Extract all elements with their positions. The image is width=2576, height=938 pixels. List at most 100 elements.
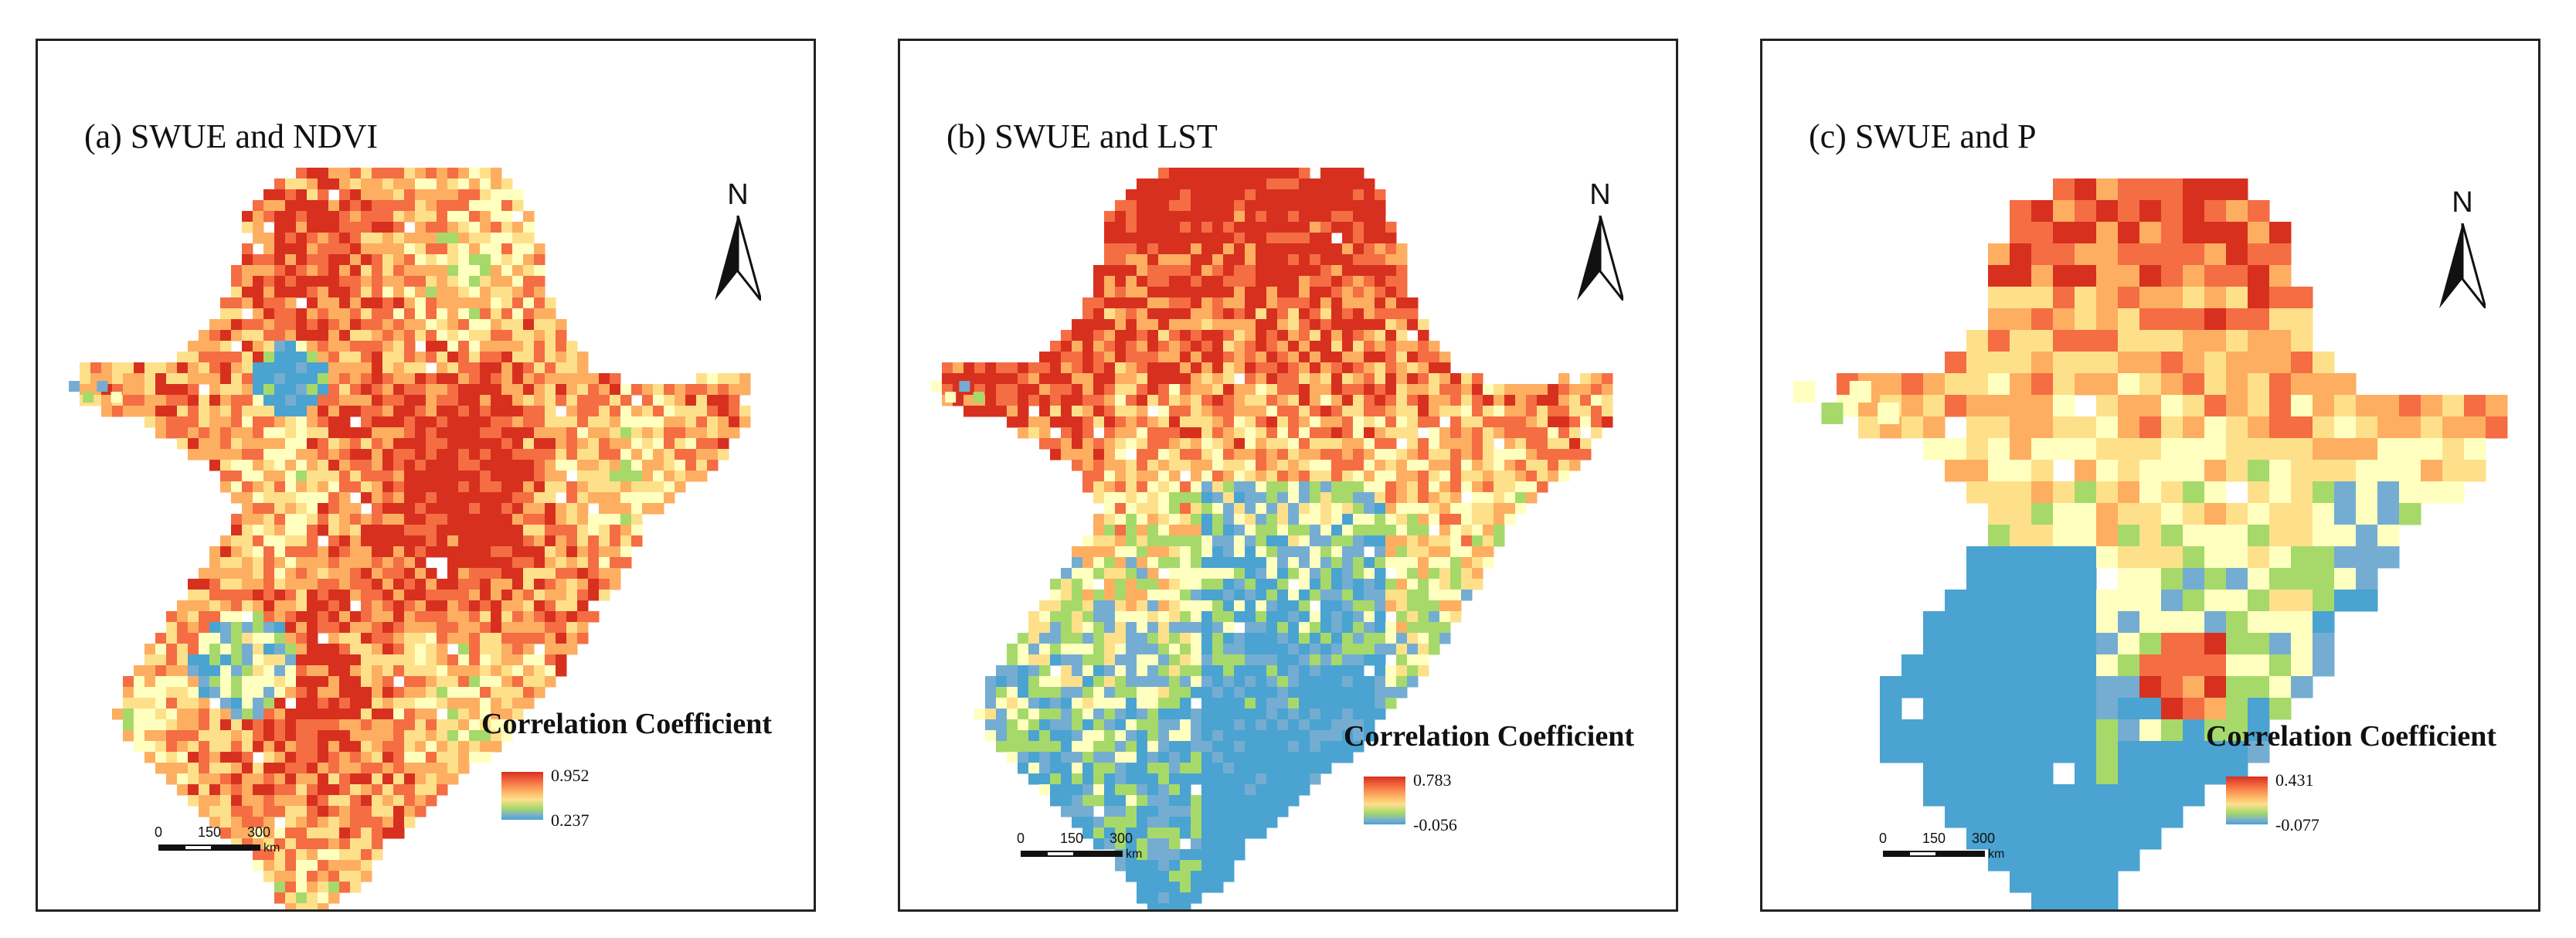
raster-cell [1061, 806, 1072, 817]
raster-cell [1429, 406, 1440, 417]
raster-cell [1082, 600, 1094, 612]
raster-cell [1353, 330, 1364, 342]
raster-cell [512, 341, 524, 352]
raster-cell [610, 492, 621, 504]
raster-cell [263, 460, 275, 471]
raster-cell [1245, 460, 1256, 471]
raster-cell [1147, 709, 1159, 720]
raster-cell [1364, 600, 1375, 612]
raster-cell [1988, 481, 2010, 504]
raster-cell [231, 395, 243, 406]
raster-cell [1245, 741, 1256, 753]
raster-cell [2139, 568, 2162, 590]
raster-cell [1429, 590, 1440, 601]
raster-cell [1418, 384, 1429, 396]
raster-cell [469, 233, 481, 244]
raster-cell [1353, 611, 1364, 623]
raster-cell [1548, 395, 1559, 406]
raster-cell [1299, 243, 1310, 255]
raster-cell [1137, 178, 1148, 190]
raster-cell [1137, 600, 1148, 612]
raster-cell [534, 384, 545, 396]
raster-cell [1223, 297, 1235, 309]
raster-cell [188, 773, 199, 785]
scale-tick-label: 0 [1016, 831, 1025, 846]
raster-cell [339, 860, 351, 872]
raster-cell [285, 795, 297, 807]
raster-cell [350, 676, 362, 688]
raster-cell [1223, 308, 1235, 320]
raster-cell [447, 752, 459, 763]
raster-cell [675, 471, 686, 482]
raster-cell [296, 892, 308, 904]
raster-cell [209, 795, 221, 807]
raster-cell [556, 579, 567, 590]
raster-cell [1147, 882, 1159, 893]
raster-cell [1299, 579, 1310, 590]
raster-cell [447, 492, 459, 504]
raster-cell [1018, 644, 1029, 655]
raster-cell [566, 590, 578, 601]
raster-cell [220, 590, 232, 601]
raster-cell [1201, 752, 1213, 763]
raster-cell [523, 276, 535, 287]
raster-cell [123, 709, 134, 720]
raster-cell [469, 665, 481, 677]
raster-cell [1353, 362, 1364, 374]
raster-cell [2139, 352, 2162, 374]
raster-cell [1418, 665, 1429, 677]
raster-cell [588, 557, 600, 569]
raster-cell [318, 297, 329, 309]
raster-cell [566, 384, 578, 396]
raster-cell [393, 384, 405, 396]
raster-cell [534, 406, 545, 417]
raster-cell [209, 449, 221, 461]
raster-cell [1050, 654, 1062, 666]
raster-cell [242, 254, 253, 266]
raster-cell [426, 189, 437, 201]
raster-cell [1201, 276, 1213, 287]
raster-cell [512, 373, 524, 385]
raster-cell [372, 178, 383, 190]
raster-cell [426, 341, 437, 352]
raster-cell [1126, 730, 1137, 742]
raster-cell [328, 200, 340, 212]
raster-cell [512, 611, 524, 623]
raster-cell [1385, 535, 1397, 547]
raster-cell [415, 676, 427, 688]
raster-cell [1158, 243, 1170, 255]
raster-cell [144, 741, 156, 753]
raster-cell [220, 308, 232, 320]
raster-cell [1407, 665, 1419, 677]
raster-cell [1050, 406, 1062, 417]
raster-cell [1310, 222, 1321, 233]
raster-cell [372, 719, 383, 731]
raster-cell [1201, 719, 1213, 731]
raster-cell [1364, 211, 1375, 223]
raster-cell [339, 806, 351, 817]
raster-cell [1093, 719, 1105, 731]
raster-cell [1450, 384, 1462, 396]
raster-cell [1245, 492, 1256, 504]
raster-cell [501, 416, 513, 428]
raster-cell [1126, 698, 1137, 709]
raster-cell [1450, 579, 1462, 590]
raster-cell [534, 687, 545, 698]
raster-cell [1201, 222, 1213, 233]
raster-cell [393, 817, 405, 828]
raster-cell [985, 676, 997, 688]
raster-cell [372, 611, 383, 623]
raster-cell [339, 709, 351, 720]
raster-cell [1028, 665, 1040, 677]
raster-cell [1429, 352, 1440, 363]
raster-cell [1234, 341, 1246, 352]
raster-cell [404, 806, 416, 817]
raster-cell [1223, 384, 1235, 396]
raster-cell [318, 644, 329, 655]
raster-cell [199, 362, 210, 374]
raster-cell [2486, 416, 2508, 439]
raster-cell [696, 384, 708, 396]
raster-cell [1245, 352, 1256, 363]
raster-cell [1028, 654, 1040, 666]
raster-cell [2248, 438, 2270, 461]
